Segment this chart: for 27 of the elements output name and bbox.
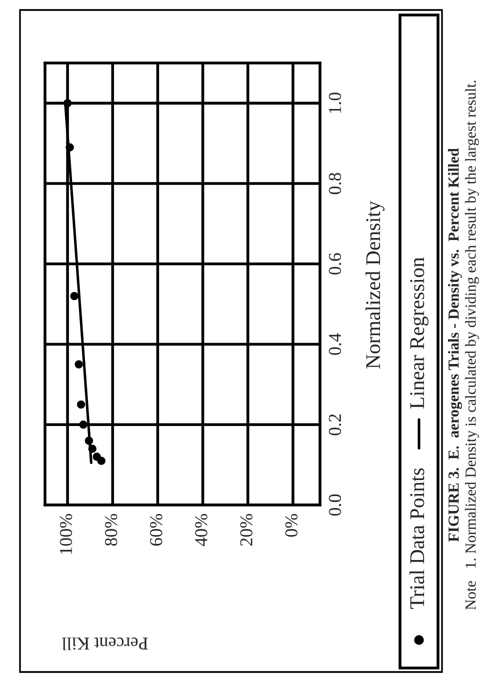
text: Note 1. Normalized Density is calculated by dividing each result by the largest result. <box>465 80 479 610</box>
x-tick-label: 60% <box>150 514 162 546</box>
point <box>97 456 106 465</box>
y-tick-label: 0.2 <box>328 414 342 436</box>
x-axis-title: Percent Kill <box>62 637 148 650</box>
point <box>74 360 83 368</box>
point <box>70 292 78 300</box>
x-tick-label: 40% <box>195 514 208 546</box>
y-tick-label: 0.6 <box>328 253 342 275</box>
x-tick-label: 0% <box>285 514 298 537</box>
point <box>66 143 74 152</box>
text: Linear Regression <box>410 257 428 409</box>
text: FIGURE 3. E. aerogenes Trials - Density vs. Percent Killed <box>448 148 462 542</box>
point <box>79 420 88 429</box>
y-tick-label: 1.0 <box>328 92 342 113</box>
x-tick-label: 100% <box>60 514 72 554</box>
legend-label: Trial Data Points <box>410 468 424 609</box>
point <box>76 400 86 409</box>
point <box>88 444 96 453</box>
point <box>84 436 94 445</box>
y-tick-label: 0.4 <box>328 333 342 355</box>
x-tick-label: 80% <box>104 514 118 546</box>
y-axis-title: Normalized Density <box>366 200 384 369</box>
x-tick-label: 20% <box>240 514 252 546</box>
y-tick-label: 0.0 <box>328 494 342 516</box>
point <box>63 99 72 108</box>
y-tick-label: 0.8 <box>328 172 342 194</box>
